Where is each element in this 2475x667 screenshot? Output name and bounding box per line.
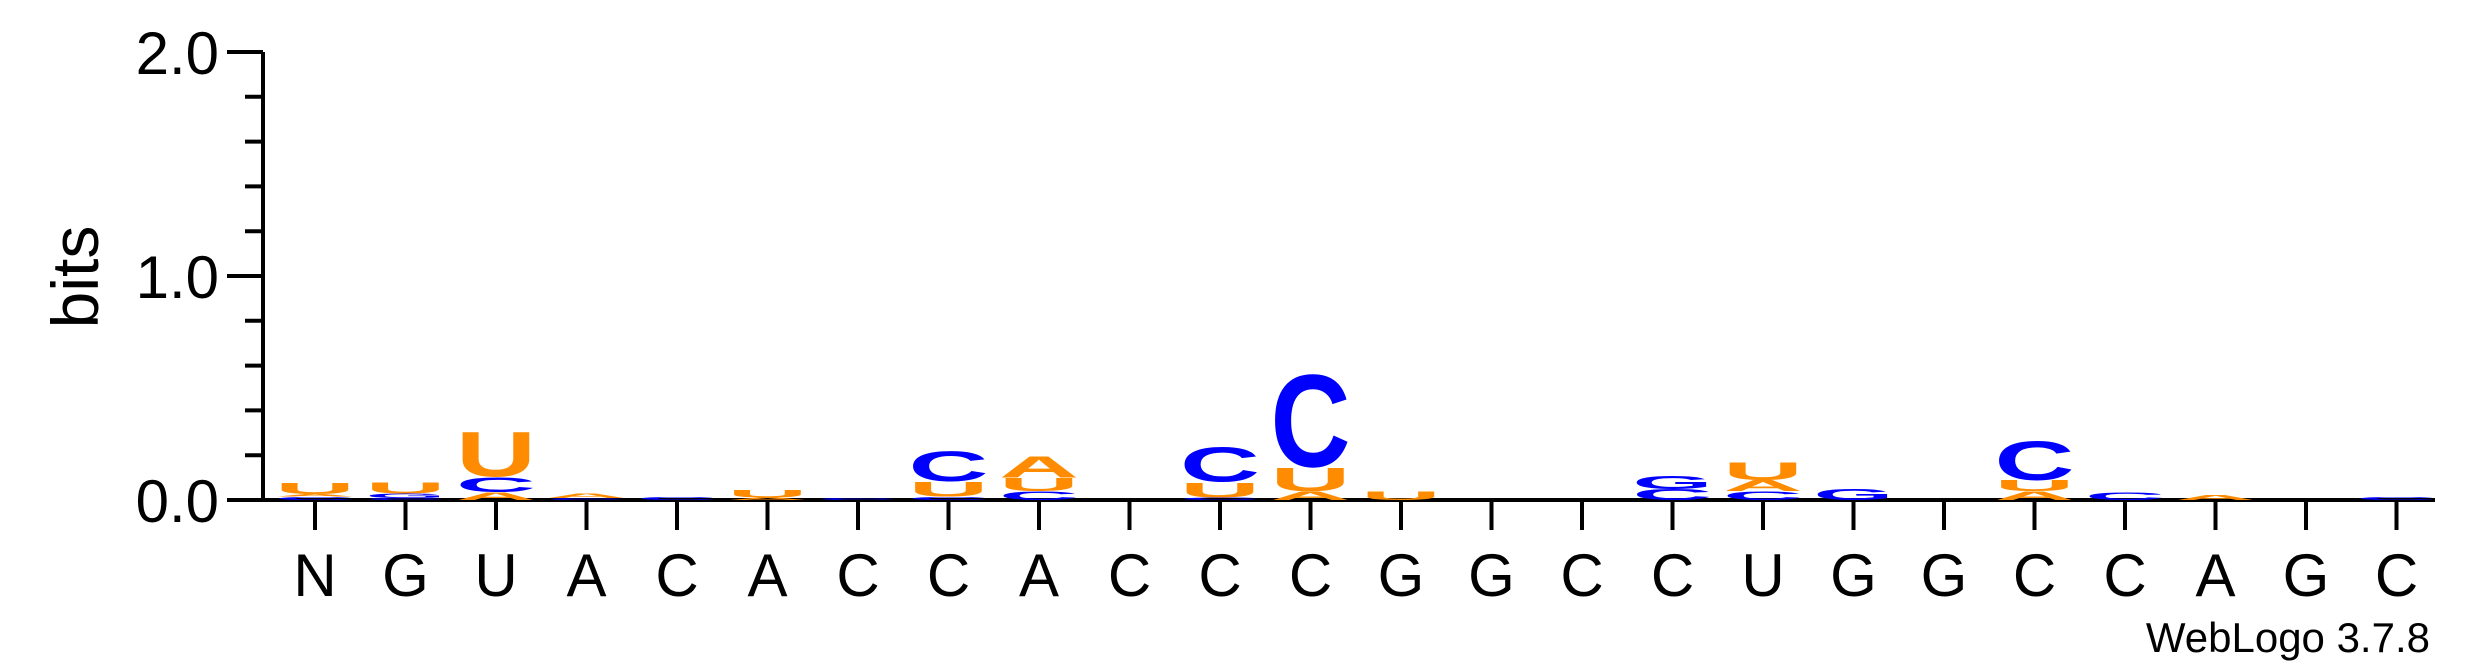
y-tick-label: 2.0: [136, 20, 219, 87]
x-tick-label: C: [2103, 542, 2146, 609]
logo-letter: G: [366, 493, 446, 500]
x-tick-label: C: [927, 542, 970, 609]
x-tick-label: G: [1830, 542, 1877, 609]
x-tick-label: A: [566, 542, 606, 609]
logo-letter: G: [1633, 472, 1713, 492]
logo-letter: A: [2176, 493, 2256, 502]
logo-letter: C: [547, 498, 627, 501]
x-tick-label: C: [1108, 542, 1151, 609]
x-tick-label: C: [1289, 542, 1332, 609]
logo-letter: C: [909, 442, 989, 490]
x-tick-label: C: [1198, 542, 1241, 609]
logo-letter: A: [547, 493, 627, 500]
x-tick-label: A: [2195, 542, 2235, 609]
logo-letter: C: [1723, 489, 1803, 503]
logo-letter: C: [366, 498, 446, 501]
logo-letter: U: [999, 475, 1079, 495]
logo-letter: C: [275, 496, 355, 501]
logo-letter: A: [275, 493, 355, 497]
logo-letter: C: [999, 489, 1079, 503]
x-tick-label: U: [474, 542, 517, 609]
logo-letter: C: [637, 496, 717, 501]
logo-letter: U: [909, 478, 989, 502]
logo-letter: A: [456, 490, 536, 502]
logo-letter: U: [1180, 478, 1260, 502]
logo-letter: A: [1723, 477, 1803, 494]
logo-letter: A: [1995, 489, 2075, 503]
x-tick-label: N: [293, 542, 336, 609]
x-tick-label: G: [382, 542, 429, 609]
x-tick-label: A: [747, 542, 787, 609]
logo-letter: U: [1361, 489, 1441, 503]
logo-letter: C: [1180, 497, 1260, 501]
x-tick-label: C: [1651, 542, 1694, 609]
y-tick-label: 1.0: [136, 244, 219, 311]
x-tick-label: G: [1468, 542, 1515, 609]
logo-letter: A: [728, 497, 808, 501]
logo-letter: C: [909, 496, 989, 501]
logo-letter: C: [818, 497, 898, 500]
x-tick-label: A: [1019, 542, 1059, 609]
logo-letter: U: [275, 480, 355, 497]
y-tick-label: 0.0: [136, 468, 219, 535]
x-tick-label: C: [836, 542, 879, 609]
x-tick-label: C: [655, 542, 698, 609]
logo-letter: U: [456, 418, 536, 490]
x-tick-label: G: [2283, 542, 2330, 609]
x-tick-label: U: [1741, 542, 1784, 609]
y-axis-label: bits: [38, 226, 112, 329]
logo-letter: C: [456, 473, 536, 497]
logo-letter: A: [999, 450, 1079, 484]
logo-letter: U: [1271, 460, 1351, 498]
x-tick-label: G: [1921, 542, 1968, 609]
logo-letter: C: [2357, 496, 2437, 501]
logo-letter: C: [1180, 437, 1260, 492]
logo-letter: U: [1723, 458, 1803, 485]
logo-letter: U: [366, 480, 446, 497]
logo-letter: U: [728, 488, 808, 500]
x-tick-label: G: [1378, 542, 1425, 609]
y-axis-ticks: 0.0 1.0 2.0: [136, 20, 263, 535]
logo-letter: C: [1995, 431, 2075, 493]
logo-letter: G: [1814, 486, 1894, 503]
logo-letter: C: [1271, 347, 1351, 495]
x-tick-label: C: [2375, 542, 2418, 609]
logo-letter: A: [1271, 489, 1351, 503]
weblogo-credit: WebLogo 3.7.8: [2146, 614, 2430, 661]
x-tick-label: C: [2013, 542, 2056, 609]
logo-letter: C: [2085, 490, 2165, 502]
x-tick-label: C: [1560, 542, 1603, 609]
logo-letter: C: [1633, 486, 1713, 503]
logo-letter: U: [1995, 477, 2075, 494]
